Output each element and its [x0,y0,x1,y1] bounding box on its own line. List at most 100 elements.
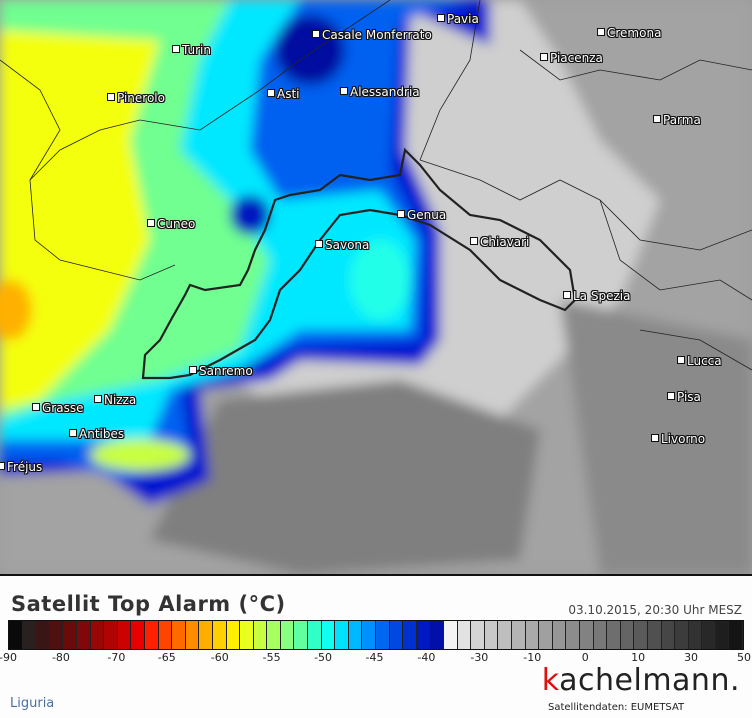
color-swatch [63,621,77,649]
city-marker-icon [94,395,102,403]
city-name: Sanremo [199,364,253,378]
city-marker-icon [470,237,478,245]
color-swatch [76,621,91,649]
color-swatch [675,621,689,649]
tick-label: -65 [157,651,176,664]
color-swatch [362,621,377,649]
city-name: Turin [182,43,211,57]
color-swatch [403,621,417,649]
color-swatch [484,621,499,649]
city-marker-icon [397,210,405,218]
city-marker-icon [340,87,348,95]
city-marker-icon [651,434,659,442]
color-swatch [525,621,540,649]
liguria-border [141,147,577,380]
tick-label: -90 [0,651,17,664]
color-swatch [389,621,404,649]
tick-label: -60 [210,651,229,664]
color-swatch [321,621,336,649]
city-label: Antibes [69,427,124,441]
color-swatch [267,621,281,649]
color-swatch [416,621,431,649]
city-name: Pisa [677,390,701,404]
city-name: Asti [277,87,300,101]
color-swatch [607,621,621,649]
color-swatch [212,621,227,649]
color-swatch [36,621,50,649]
city-marker-icon [147,219,155,227]
color-swatch [498,621,512,649]
city-name: Grasse [42,401,84,415]
city-name: Alessandria [350,85,420,99]
city-marker-icon [653,115,661,123]
border-lines [0,0,752,371]
color-swatch [444,621,458,649]
city-name: Lucca [687,354,722,368]
color-swatch [253,621,268,649]
timestamp: 03.10.2015, 20:30 Uhr MESZ [568,603,742,617]
city-label: Chiavari [470,235,529,249]
city-marker-icon [107,93,115,101]
color-swatch [471,621,485,649]
satellite-map[interactable] [0,0,752,576]
city-name: Cremona [607,26,662,40]
color-swatch [240,621,254,649]
city-label: Pisa [667,390,701,404]
color-swatch [376,621,390,649]
city-label: Livorno [651,432,705,446]
city-marker-icon [189,366,197,374]
city-marker-icon [677,356,685,364]
city-name: Cuneo [157,217,196,231]
city-label: Pinerolo [107,91,165,105]
color-swatch [647,621,662,649]
city-marker-icon [597,28,605,36]
city-name: Pinerolo [117,91,165,105]
city-label: Savona [315,238,369,252]
city-name: Nizza [104,393,137,407]
tick-label: -40 [417,651,436,664]
color-swatch [715,621,730,649]
city-name: Piacenza [550,51,603,65]
tick-label: -45 [365,651,384,664]
city-marker-icon [315,240,323,248]
color-swatch [199,621,213,649]
color-swatch [729,621,744,649]
tick-label: -30 [470,651,489,664]
tick-label: 0 [581,651,589,664]
city-name: Savona [325,238,370,252]
color-swatch [131,621,145,649]
color-scale-ticks: -90 -80 -70 -65 -60 -55 -50 -45 -40 -30 -10 0 10 30 50 [0,651,751,667]
city-label: Piacenza [540,51,603,65]
color-swatch [579,621,594,649]
city-name: Antibes [79,427,125,441]
color-swatch [22,621,37,649]
city-marker-icon [540,53,548,61]
city-name: Chiavari [480,235,530,249]
color-swatch [185,621,200,649]
color-swatch [308,621,322,649]
city-name: Parma [663,113,701,127]
color-swatch [661,621,676,649]
color-swatch [117,621,132,649]
color-swatch [552,621,567,649]
color-swatch [335,621,349,649]
color-swatch [90,621,105,649]
tick-label: 10 [631,651,646,664]
city-name: Livorno [661,432,706,446]
city-marker-icon [437,14,445,22]
city-name: Fréjus [7,460,43,474]
city-marker-icon [667,392,675,400]
kachelmann-logo: kachelmann. [541,663,740,698]
color-swatch [144,621,159,649]
color-swatch [511,621,526,649]
color-swatch [348,621,363,649]
legend-title: Satellit Top Alarm (°C) [11,592,286,616]
city-label: Nizza [94,393,136,407]
color-swatch [49,621,64,649]
city-marker-icon [312,30,320,38]
city-label: La Spezia [563,289,630,303]
color-swatch [620,621,635,649]
city-label: Turin [172,43,211,57]
city-label: Casale Monferrato [312,28,432,42]
tick-label: -50 [314,651,333,664]
